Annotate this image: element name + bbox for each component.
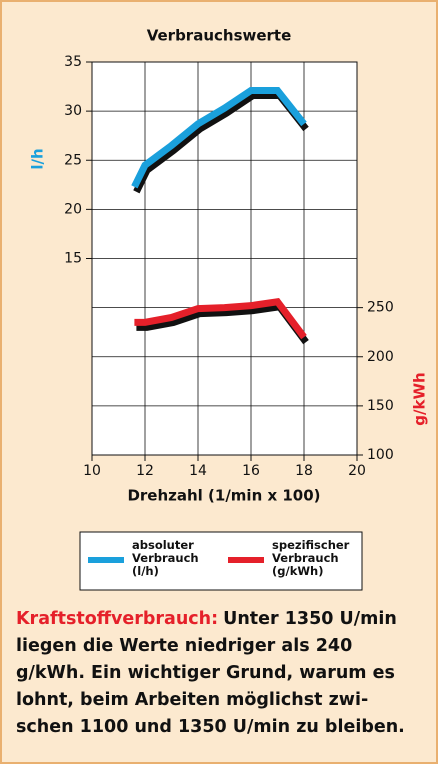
x-tick-label: 18 (295, 463, 313, 479)
chart: Verbrauchswerte Drehzahl (1/min x 100) l… (29, 27, 429, 591)
line-shadow (136, 302, 309, 345)
x-tick-label: 10 (83, 463, 101, 479)
caption-line: lohnt, beim Arbeiten möglichst zwi- (16, 690, 369, 710)
x-tick-label: 20 (348, 463, 366, 479)
legend-label: absoluter Verbrauch (l/h) (132, 538, 199, 578)
y-axis-label: l/h (29, 148, 47, 169)
line-shadow (133, 91, 309, 194)
y-tick-label: 15 (64, 251, 82, 267)
line (131, 86, 307, 189)
y2-axis-label: g/kWh (411, 372, 429, 425)
y2-tick-label: 200 (367, 349, 394, 365)
line (134, 297, 307, 340)
x-tick-label: 16 (242, 463, 260, 479)
caption: Kraftstoffverbrauch: Unter 1350 U/min lieg… (16, 606, 436, 741)
x-tick-label: 12 (136, 463, 154, 479)
caption-line: g/kWh. Ein wichtiger Grund, warum es (16, 663, 395, 683)
x-tick-label: 14 (189, 463, 207, 479)
y-tick-label: 20 (64, 201, 82, 217)
y2-tick-label: 100 (367, 447, 394, 463)
caption-line: liegen die Werte niedriger als 240 (16, 636, 353, 656)
y-tick-label: 35 (64, 54, 82, 70)
y2-tick-label: 150 (367, 398, 394, 414)
caption-label: Kraftstoffverbrauch: (16, 609, 219, 629)
chart-title: Verbrauchswerte (147, 27, 292, 45)
legend-label: spezifischer Verbrauch (g/kWh) (272, 538, 350, 578)
x-axis-label: Drehzahl (1/min x 100) (127, 487, 320, 505)
caption-line: schen 1100 und 1350 U/min zu bleiben. (16, 717, 405, 737)
y-tick-label: 30 (64, 103, 82, 119)
legend-box (79, 531, 363, 591)
caption-line: Unter 1350 U/min (223, 609, 397, 629)
y-tick-label: 25 (64, 152, 82, 168)
y2-tick-label: 250 (367, 300, 394, 316)
